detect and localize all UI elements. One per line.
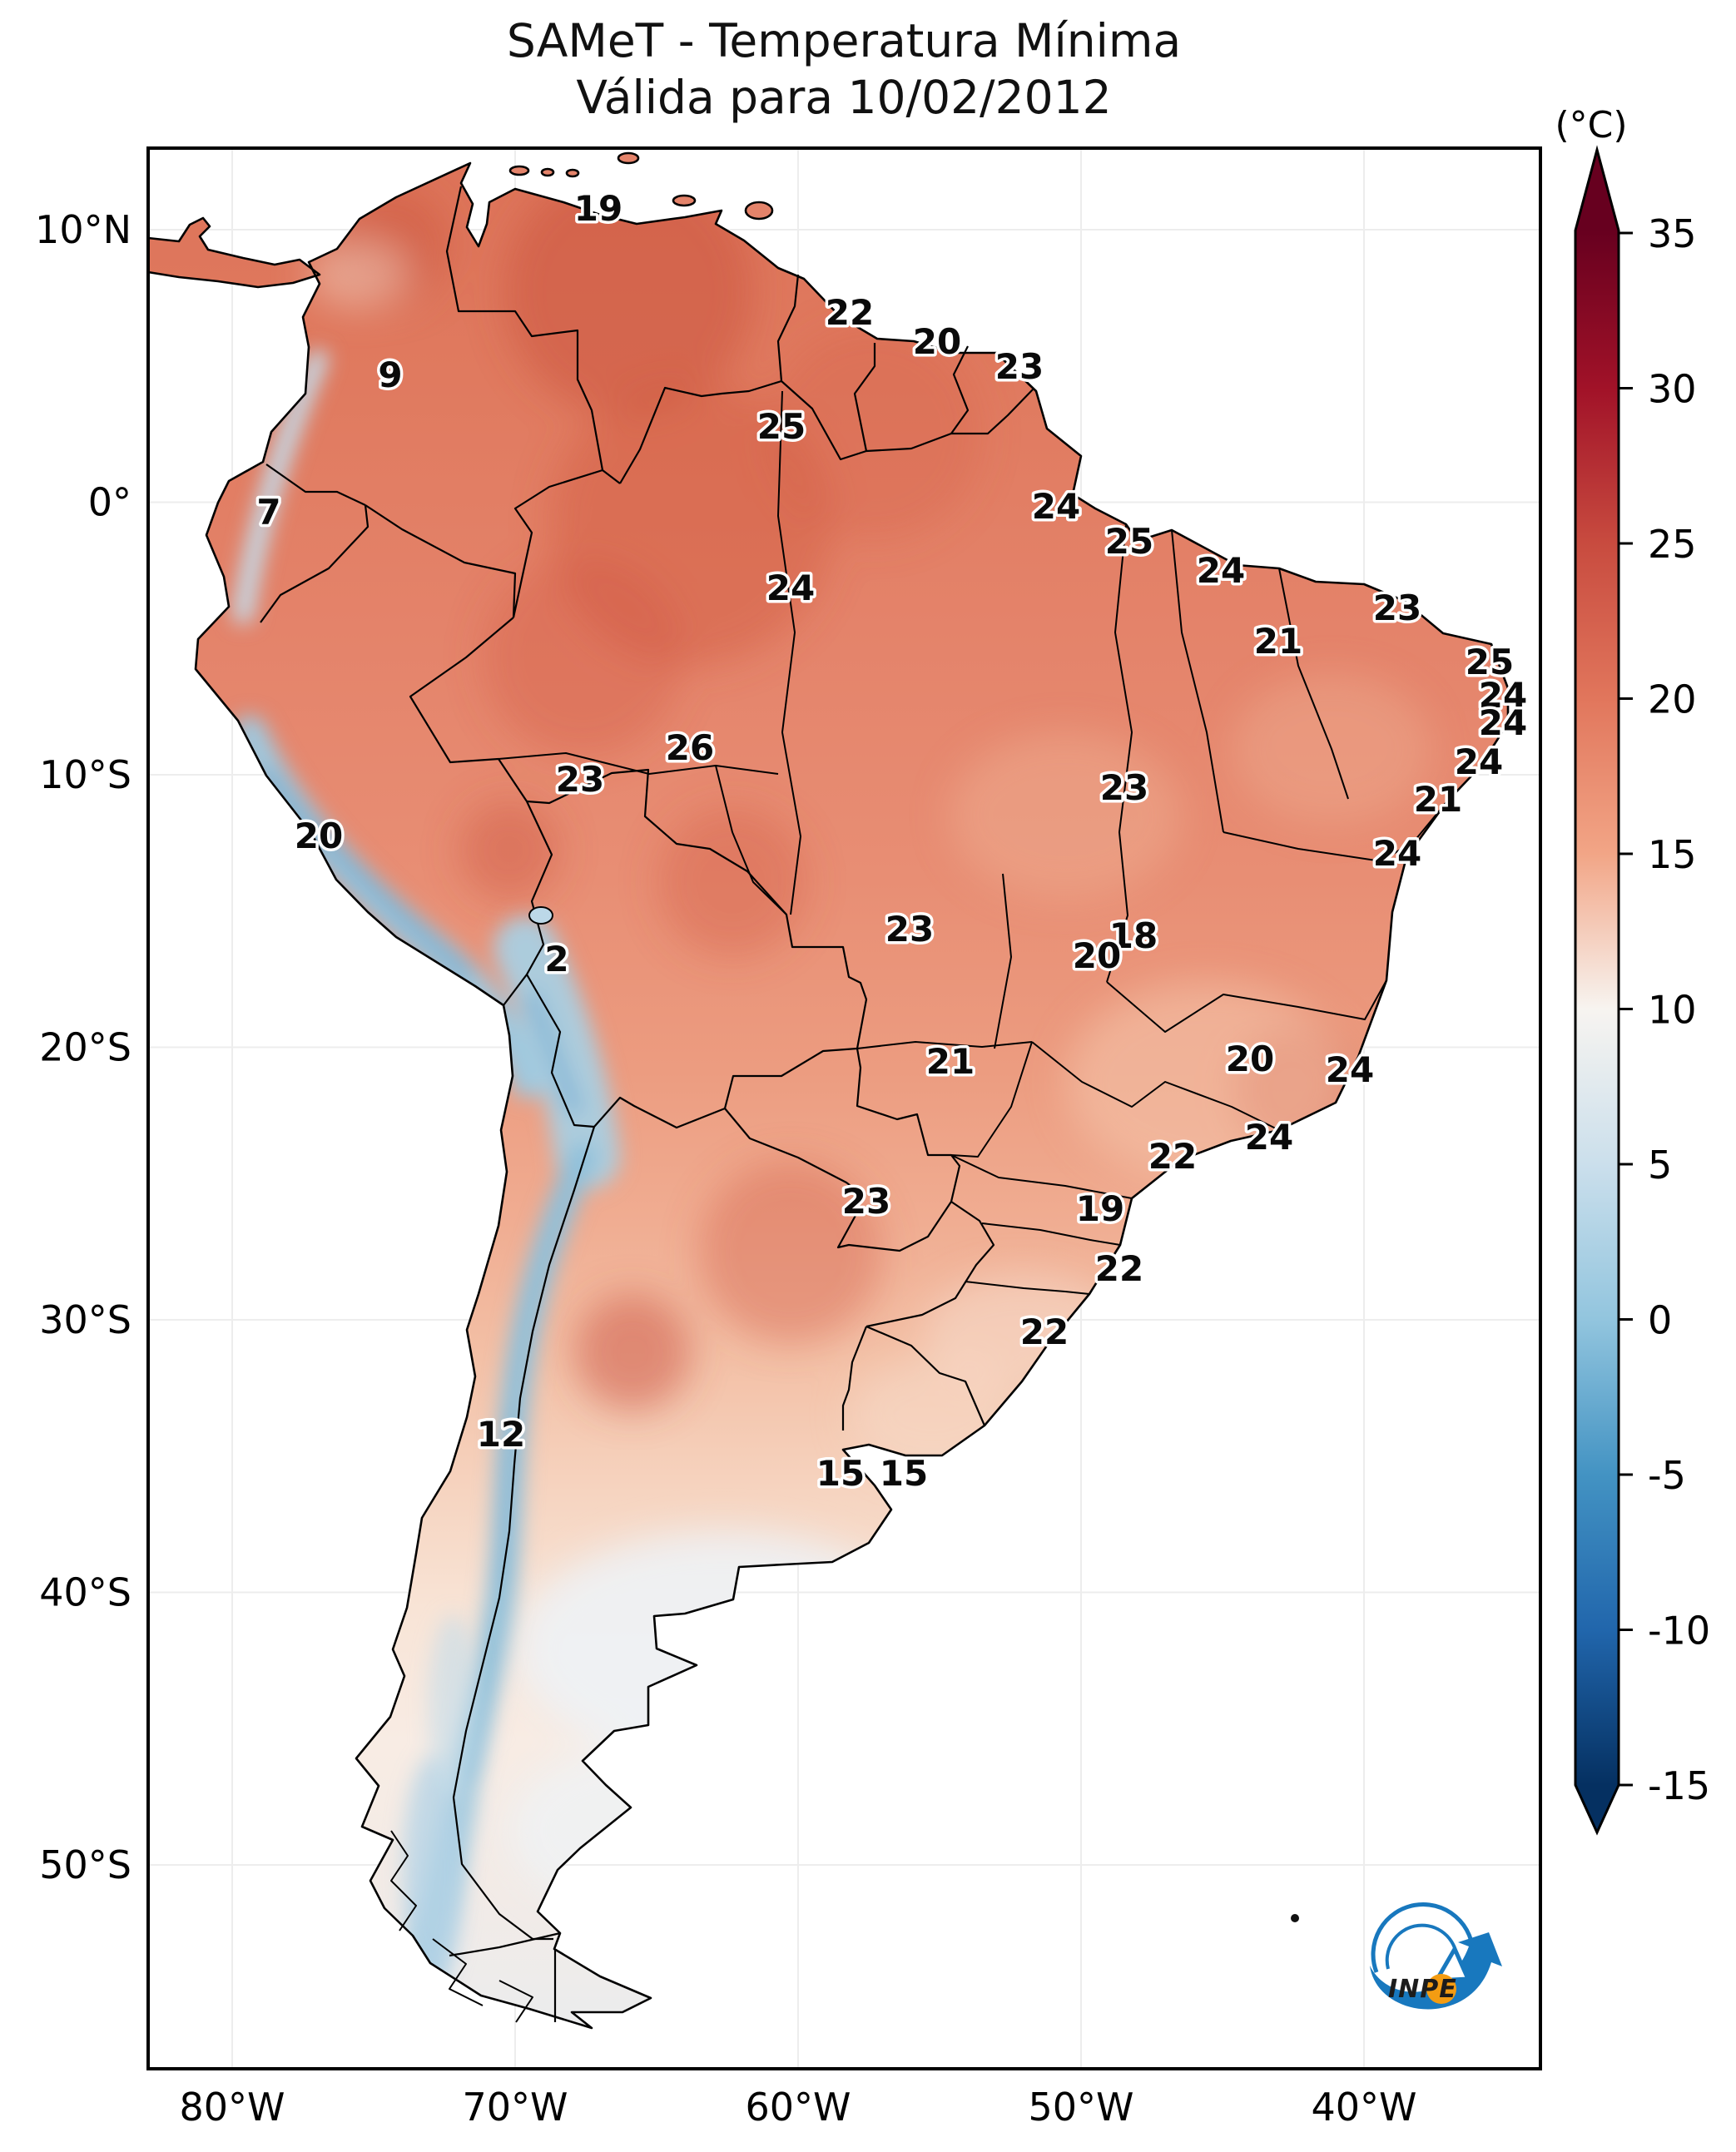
temperature-value-label: 2 — [544, 939, 568, 979]
temperature-value-label: 22 — [1095, 1248, 1143, 1289]
temperature-value-label: 24 — [1479, 702, 1527, 743]
longitude-tick-label: 40°W — [1311, 2085, 1416, 2130]
temperature-value-label: 24 — [1373, 833, 1421, 874]
temperature-value-label: 21 — [1414, 779, 1462, 820]
fjord-details — [390, 1830, 533, 2023]
temperature-value-label: 20 — [295, 816, 343, 856]
colorbar-ticks: 35 30 25 20 15 10 5 0 -5 -10 -15 — [1619, 211, 1710, 1808]
temperature-value-label: 24 — [1326, 1049, 1374, 1090]
latitude-tick-label: 0° — [88, 480, 131, 525]
colorbar-tick-label: -5 — [1648, 1453, 1686, 1498]
temperature-value-label: 25 — [757, 406, 806, 447]
colorbar-tick-label: 5 — [1648, 1143, 1672, 1188]
chart-subtitle: Válida para 10/02/2012 — [576, 71, 1111, 124]
temperature-value-label: 22 — [1020, 1312, 1069, 1352]
temperature-value-label: 23 — [1100, 767, 1148, 808]
inpe-logo: INPE — [1370, 1902, 1502, 2010]
south-america-landmass — [146, 151, 1510, 2030]
temperature-value-label: 22 — [1148, 1136, 1197, 1177]
colorbar-tick-label: -10 — [1648, 1609, 1710, 1654]
longitude-tick-label: 60°W — [745, 2085, 851, 2130]
map-frame — [146, 146, 1542, 2070]
colorbar-tick-label: 10 — [1648, 988, 1697, 1033]
small-island-dot — [1291, 1914, 1299, 1922]
temperature-value-label: 23 — [842, 1181, 890, 1222]
temperature-value-label: 7 — [256, 492, 280, 533]
temperature-value-label: 18 — [1109, 915, 1158, 956]
latitude-tick-label: 30°S — [39, 1297, 131, 1342]
temperature-value-label: 24 — [1455, 741, 1503, 782]
temperature-value-label: 15 — [816, 1453, 865, 1494]
longitude-tick-label: 50°W — [1028, 2085, 1133, 2130]
temperature-value-label: 21 — [926, 1041, 975, 1082]
colorbar-unit-label: (°C) — [1555, 104, 1627, 146]
colorbar-tick-label: -15 — [1648, 1763, 1710, 1808]
chart-title: SAMeT - Temperatura Mínima — [507, 14, 1181, 67]
lake-titicaca — [528, 906, 553, 925]
colorbar-tick-label: 20 — [1648, 677, 1697, 722]
temperature-value-label: 23 — [1373, 588, 1421, 628]
temperature-value-label: 22 — [826, 292, 874, 333]
colorbar-tick-label: 0 — [1648, 1298, 1672, 1343]
temperature-value-label: 25 — [1466, 642, 1514, 682]
state-borders — [498, 390, 1447, 1295]
temperature-value-label: 23 — [995, 346, 1044, 387]
colorbar-tick-label: 35 — [1648, 211, 1697, 256]
inpe-inner-arc — [1385, 1923, 1458, 1970]
colorbar-gradient-bar — [1574, 145, 1620, 1836]
latitude-tick-label: 20°S — [39, 1025, 131, 1070]
colorbar-tick-label: 25 — [1648, 522, 1697, 567]
latitude-tick-label: 50°S — [39, 1842, 131, 1887]
temperature-value-label: 21 — [1254, 621, 1302, 662]
temperature-value-label: 24 — [1479, 675, 1527, 716]
latitude-tick-label: 10°N — [35, 207, 131, 252]
inpe-outer-arc — [1371, 1902, 1476, 1973]
temperature-value-label: 15 — [880, 1453, 928, 1494]
longitude-tick-label: 80°W — [179, 2085, 285, 2130]
temperature-value-label: 26 — [666, 727, 714, 768]
temperature-value-label: 25 — [1105, 521, 1153, 562]
inpe-logo-text: INPE — [1388, 1975, 1457, 2004]
temperature-value-label: 19 — [1076, 1188, 1124, 1229]
colorbar-tick-label: 30 — [1648, 367, 1697, 412]
longitude-tick-label: 70°W — [462, 2085, 568, 2130]
temperature-value-label: 24 — [766, 568, 815, 608]
temperature-value-label: 23 — [556, 759, 604, 800]
temperature-value-label: 20 — [913, 321, 961, 362]
colorbar: (°C) 35 30 25 20 15 10 5 0 -5 -10 -15 — [1555, 104, 1710, 1836]
caribbean-islands — [508, 151, 774, 221]
longitude-axis: 80°W 70°W 60°W 50°W 40°W — [179, 2085, 1416, 2130]
temperature-value-label: 24 — [1197, 550, 1245, 591]
temperature-value-label: 24 — [1032, 486, 1080, 527]
temperature-value-label: 20 — [1226, 1039, 1274, 1079]
country-borders — [260, 186, 1034, 2022]
latitude-tick-label: 10°S — [39, 752, 131, 797]
latitude-tick-label: 40°S — [39, 1570, 131, 1615]
inpe-orange-circle — [1426, 1974, 1456, 2004]
colorbar-tick-label: 15 — [1648, 832, 1697, 877]
temperature-value-label: 23 — [885, 909, 934, 950]
inpe-swoosh-arrow — [1370, 1932, 1502, 2010]
temperature-value-label: 24 — [1245, 1117, 1293, 1158]
temperature-value-label: 9 — [378, 355, 402, 395]
temperature-value-label: 20 — [1073, 935, 1121, 976]
temperature-value-label: 19 — [574, 188, 622, 229]
latitude-axis: 10°N 0° 10°S 20°S 30°S 40°S 50°S — [35, 207, 131, 1887]
patagonia-cold-blobs — [403, 1614, 479, 1989]
temperature-value-label: 12 — [477, 1414, 525, 1455]
